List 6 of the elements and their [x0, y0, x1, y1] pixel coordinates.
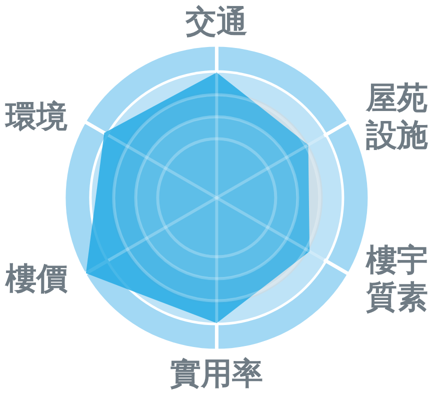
- spoke-label: 樓宇質素: [364, 242, 428, 316]
- spoke-label: 樓價: [4, 260, 68, 297]
- spoke-label: 實用率: [170, 356, 264, 392]
- spoke-label: 交通: [184, 4, 248, 40]
- spoke-label: 環境: [4, 98, 68, 135]
- spoke-label: 屋苑設施: [364, 80, 428, 154]
